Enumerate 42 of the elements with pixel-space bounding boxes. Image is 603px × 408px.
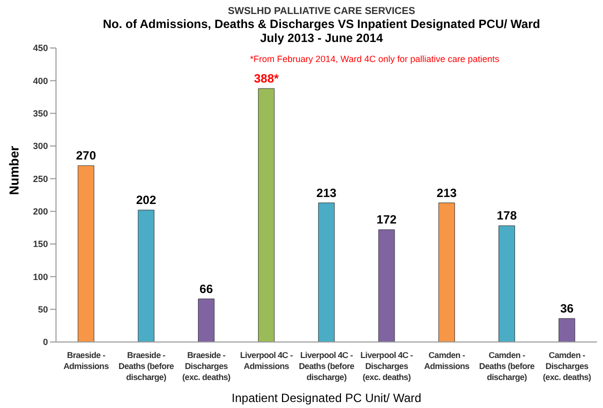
data-label: 66: [200, 282, 214, 296]
bar: [258, 88, 275, 342]
bar: [138, 210, 154, 342]
bar: [198, 298, 214, 342]
bar: [498, 225, 516, 342]
y-tick-label: 250: [32, 174, 48, 184]
bar: [438, 202, 455, 342]
y-tick-label: 450: [32, 43, 48, 54]
data-label: 36: [560, 301, 574, 316]
data-label: 202: [136, 193, 156, 208]
y-tick-label: 200: [32, 206, 48, 217]
x-axis-title: Inpatient Designated PC Unit/ Ward: [232, 391, 422, 405]
x-tick-label: Braeside - Discharges (exc. deaths): [182, 350, 231, 382]
y-tick-label: 100: [32, 272, 48, 282]
data-label: 213: [436, 186, 457, 200]
x-tick-label: Liverpool 4C - Discharges (exc. deaths): [360, 350, 414, 382]
y-tick-label: 150: [32, 239, 48, 250]
y-axis-title: Number: [6, 146, 22, 195]
x-tick-label: Liverpool 4C - Admissions: [240, 350, 294, 371]
chart-subtitle: No. of Admissions, Deaths & Discharges VS Inpatient Designated PCU/ Ward July 2013 - June 2014: [102, 17, 542, 45]
y-tick-label: 300: [32, 141, 48, 152]
bar: [78, 165, 94, 342]
annotation: *From February 2014, Ward 4C only for palliative care patients: [250, 54, 500, 64]
chart-title: SWSLHD PALLIATIVE CARE SERVICES: [226, 6, 416, 17]
x-tick-label: Camden - Discharges (exc. deaths): [542, 350, 592, 382]
x-tick-label: Camden - Deaths (before discharge): [479, 350, 536, 382]
x-tick-label: Braeside - Admissions: [63, 350, 110, 371]
y-tick-label: 50: [38, 304, 48, 315]
x-tick-label: Liverpool 4C - Deaths (before discharge): [298, 350, 355, 382]
data-label: 213: [316, 186, 337, 200]
data-label: 172: [376, 212, 397, 227]
x-tick-label: Camden - Admissions: [424, 350, 470, 371]
data-label: 388*: [254, 72, 280, 86]
y-tick-label: 350: [32, 108, 48, 119]
y-tick-label: 400: [32, 76, 48, 86]
bar: [318, 202, 335, 342]
bar: [378, 229, 395, 342]
data-label: 178: [496, 208, 518, 223]
bar: [558, 318, 576, 342]
y-tick-label: 0: [42, 337, 48, 348]
x-tick-label: Braeside - Deaths (before discharge): [118, 350, 174, 382]
data-label: 270: [76, 148, 96, 163]
